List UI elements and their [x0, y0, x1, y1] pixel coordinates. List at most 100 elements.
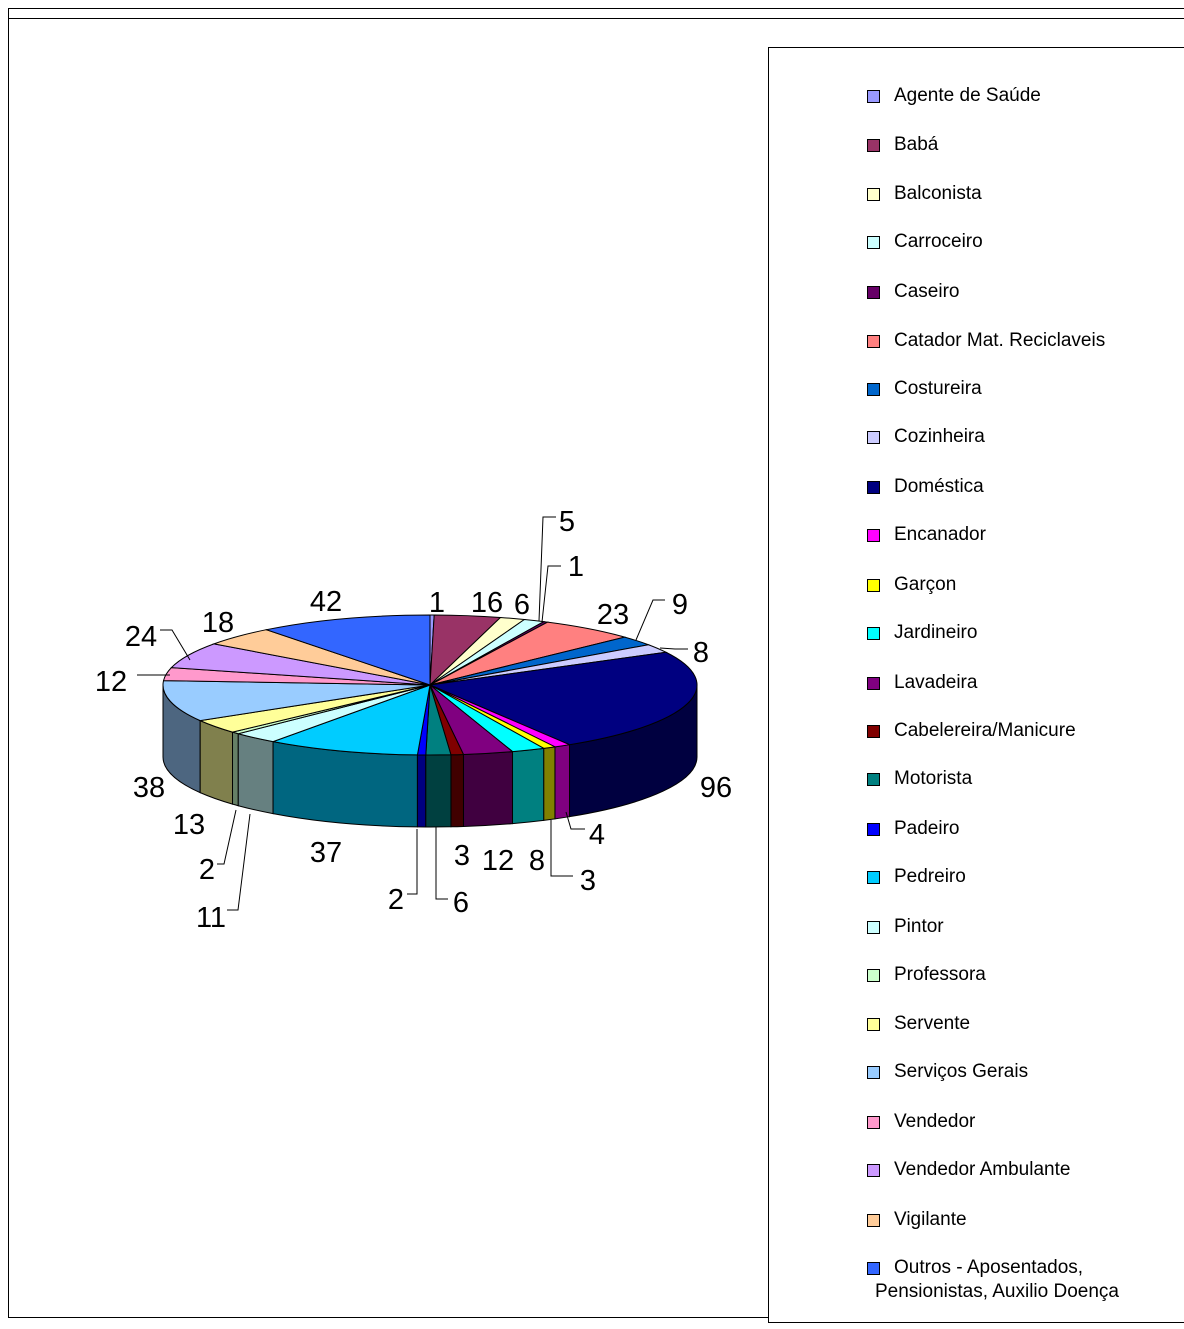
legend-label: Padeiro [894, 818, 960, 839]
data-label-cabelereira-manicure: 3 [454, 840, 470, 872]
legend-label: Agente de Saúde [894, 85, 1041, 106]
legend-swatch [867, 773, 880, 786]
legend-item-cozinheira: Cozinheira [867, 425, 985, 449]
legend-label: Servente [894, 1013, 971, 1034]
data-label-agente-de-saude: 1 [429, 587, 445, 619]
legend-swatch [867, 627, 880, 640]
legend-label: Caseiro [894, 281, 960, 302]
data-label-domestica: 96 [700, 772, 732, 804]
data-label-motorista: 6 [453, 887, 469, 919]
legend-item-costureira: Costureira [867, 377, 982, 401]
pie-side-padeiro [416, 754, 427, 828]
legend-item-caseiro: Caseiro [867, 280, 959, 304]
legend-item-professora: Professora [867, 963, 986, 987]
leader-line-professora [217, 809, 237, 865]
legend-item-agente-de-saude: Agente de Saúde [867, 84, 1041, 108]
legend-label: Cozinheira [894, 426, 985, 447]
data-label-padeiro: 2 [388, 884, 404, 916]
leader-line-vendedor-ambulante [160, 629, 191, 661]
legend-item-outros-aposentados-pensionistas-auxilio-doenca: Outros - Aposentados, Pensionistas, Auxi… [867, 1256, 1119, 1304]
legend-label: Professora [894, 964, 986, 985]
legend-swatch [867, 1018, 880, 1031]
legend-item-baba: Babá [867, 133, 938, 157]
legend-label: Balconista [894, 183, 982, 204]
data-label-costureira: 9 [672, 589, 688, 621]
data-label-baba: 16 [471, 587, 503, 619]
data-label-vendedor-ambulante: 24 [125, 621, 157, 653]
pie-side-servente [199, 719, 234, 805]
legend-item-motorista: Motorista [867, 767, 972, 791]
pie-side-professora [232, 731, 239, 807]
legend-item-balconista: Balconista [867, 182, 982, 206]
legend-swatch [867, 529, 880, 542]
legend-swatch [867, 236, 880, 249]
legend-swatch [867, 1214, 880, 1227]
legend-swatch [867, 1066, 880, 1079]
data-label-lavadeira: 12 [482, 845, 514, 877]
legend-swatch [867, 139, 880, 152]
legend-label: Cabelereira/Manicure [894, 720, 1076, 741]
legend-swatch [867, 1164, 880, 1177]
legend-item-domestica: Doméstica [867, 475, 984, 499]
data-label-caseiro: 1 [568, 551, 584, 583]
pie-leaders [137, 516, 688, 911]
legend-label: Vendedor [894, 1111, 976, 1132]
legend-label: Carroceiro [894, 231, 983, 252]
legend-swatch [867, 383, 880, 396]
legend-swatch [867, 481, 880, 494]
data-label-professora: 2 [199, 854, 215, 886]
legend-label: Garçon [894, 574, 957, 595]
legend-item-encanador: Encanador [867, 523, 986, 547]
leader-line-padeiro [407, 829, 418, 895]
legend-label: Catador Mat. Reciclaveis [894, 330, 1106, 351]
legend-swatch [867, 286, 880, 299]
leader-line-pintor [227, 813, 251, 911]
chart-frame [8, 8, 1184, 1318]
data-label-encanador: 4 [589, 819, 605, 851]
leader-line-carroceiro [538, 516, 556, 622]
legend-item-cabelereira-manicure: Cabelereira/Manicure [867, 719, 1076, 743]
legend-swatch [867, 579, 880, 592]
legend-swatch [867, 871, 880, 884]
legend-swatch [867, 188, 880, 201]
legend-swatch [867, 90, 880, 103]
leader-line-caseiro [541, 565, 561, 623]
legend-swatch [867, 969, 880, 982]
legend-item-lavadeira: Lavadeira [867, 671, 977, 695]
legend-label: Vigilante [894, 1209, 967, 1230]
legend-item-servicos-gerais: Serviços Gerais [867, 1060, 1028, 1084]
legend: Agente de Saúde Babá Balconista Carroceiro C… [768, 47, 1184, 1323]
legend-swatch [867, 677, 880, 690]
leader-line-costureira [635, 599, 665, 641]
pie-side-lavadeira [462, 751, 514, 827]
legend-swatch [867, 725, 880, 738]
data-label-catador-mat-reciclaveis: 23 [597, 599, 629, 631]
data-label-vendedor: 12 [95, 666, 127, 698]
legend-label: Vendedor Ambulante [894, 1159, 1071, 1180]
legend-label: Babá [894, 134, 939, 155]
legend-label: Pedreiro [894, 866, 966, 887]
legend-item-catador-mat-reciclaveis: Catador Mat. Reciclaveis [867, 329, 1105, 353]
pie-side-pintor [237, 733, 274, 815]
legend-label: Serviços Gerais [894, 1061, 1029, 1082]
data-label-servicos-gerais: 38 [133, 772, 165, 804]
data-label-vigilante: 18 [202, 607, 234, 639]
legend-item-servente: Servente [867, 1012, 970, 1036]
leader-line-garcon [550, 820, 573, 877]
legend-item-padeiro: Padeiro [867, 817, 960, 841]
legend-swatch [867, 921, 880, 934]
pie-slice-domestica [428, 651, 698, 746]
data-label-cozinheira: 8 [693, 637, 709, 669]
data-label-pintor: 11 [196, 902, 226, 934]
legend-swatch [867, 335, 880, 348]
legend-label: Motorista [894, 768, 973, 789]
legend-label: Pintor [894, 916, 944, 937]
legend-swatch [867, 431, 880, 444]
pie-side-motorista [425, 754, 452, 828]
data-label-garcon: 3 [580, 865, 596, 897]
legend-item-pintor: Pintor [867, 915, 944, 939]
pie-sides [162, 684, 698, 828]
legend-item-carroceiro: Carroceiro [867, 230, 983, 254]
